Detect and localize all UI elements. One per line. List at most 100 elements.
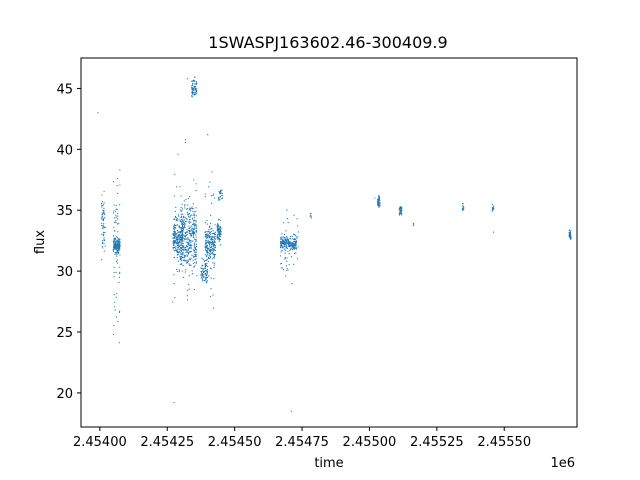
data-point: [194, 254, 196, 256]
data-point: [290, 238, 292, 240]
data-point: [491, 210, 493, 212]
data-point: [172, 301, 174, 303]
data-point: [193, 223, 195, 225]
data-point: [187, 236, 189, 239]
data-point: [214, 246, 216, 249]
data-point: [212, 253, 214, 255]
data-point: [196, 88, 198, 90]
data-point: [195, 224, 197, 226]
data-point: [212, 193, 214, 195]
data-point: [175, 268, 178, 271]
data-point: [295, 241, 298, 244]
data-point: [116, 237, 119, 239]
data-point: [212, 232, 214, 235]
data-point: [180, 248, 182, 250]
data-point: [194, 92, 196, 94]
data-point: [114, 244, 116, 247]
data-point: [185, 251, 187, 253]
data-point: [379, 205, 381, 207]
data-point: [188, 264, 191, 266]
data-point: [194, 242, 196, 244]
data-point: [181, 219, 184, 221]
data-point: [183, 240, 185, 242]
data-point: [193, 179, 195, 181]
data-point: [378, 194, 380, 196]
data-point: [189, 251, 191, 253]
data-point: [113, 276, 115, 278]
data-point: [211, 248, 214, 250]
data-point: [207, 233, 209, 235]
data-point: [191, 270, 193, 272]
data-point: [112, 181, 115, 183]
data-point: [212, 236, 214, 238]
data-point: [115, 260, 118, 263]
data-point: [174, 173, 176, 175]
data-point: [176, 251, 178, 253]
data-point: [182, 230, 184, 232]
data-point: [193, 87, 195, 89]
data-point: [188, 232, 190, 235]
data-point: [463, 206, 465, 209]
data-point: [188, 219, 190, 221]
data-point: [193, 89, 195, 91]
data-point: [174, 232, 176, 234]
data-point: [172, 248, 174, 250]
data-point: [206, 270, 208, 272]
data-point: [191, 254, 193, 256]
data-point: [211, 171, 213, 173]
data-point: [180, 242, 182, 244]
data-point: [119, 204, 121, 206]
data-point: [379, 202, 381, 204]
data-point: [206, 262, 208, 264]
data-point: [218, 229, 220, 231]
data-point: [188, 230, 190, 232]
data-point: [185, 244, 188, 247]
data-point: [180, 213, 182, 215]
data-point: [378, 199, 381, 201]
data-point: [182, 251, 184, 254]
data-point: [174, 242, 176, 244]
data-point: [190, 244, 192, 246]
data-point: [187, 198, 189, 200]
data-point: [189, 216, 191, 218]
data-point: [204, 274, 206, 276]
data-point: [181, 239, 183, 242]
data-point: [117, 252, 119, 254]
data-point: [216, 228, 218, 230]
data-point: [292, 248, 294, 250]
data-point: [190, 257, 192, 259]
data-point: [103, 231, 105, 234]
data-point: [568, 229, 571, 231]
data-point: [280, 267, 282, 269]
data-point: [295, 247, 297, 250]
data-point: [175, 235, 177, 237]
data-point: [204, 193, 207, 195]
data-point: [379, 197, 381, 199]
data-point: [102, 219, 104, 221]
data-point: [193, 85, 195, 88]
data-point: [188, 247, 191, 249]
data-point: [179, 209, 181, 211]
data-point: [179, 244, 182, 246]
data-point: [206, 244, 208, 247]
data-point: [188, 275, 190, 277]
data-point: [212, 249, 214, 252]
data-point: [184, 221, 187, 223]
data-point: [288, 242, 291, 244]
data-point: [400, 214, 403, 216]
data-point: [569, 237, 571, 239]
data-point: [114, 252, 116, 254]
data-point: [286, 243, 289, 245]
data-point: [183, 255, 186, 257]
data-point: [179, 259, 181, 261]
data-point: [181, 248, 184, 251]
plot-frame: [80, 57, 578, 428]
data-point: [116, 178, 119, 180]
data-point: [214, 245, 216, 247]
data-point: [208, 255, 210, 257]
data-point: [114, 242, 116, 245]
data-point: [119, 310, 121, 312]
data-point: [118, 223, 120, 225]
data-point: [176, 238, 178, 240]
data-point: [188, 213, 190, 215]
